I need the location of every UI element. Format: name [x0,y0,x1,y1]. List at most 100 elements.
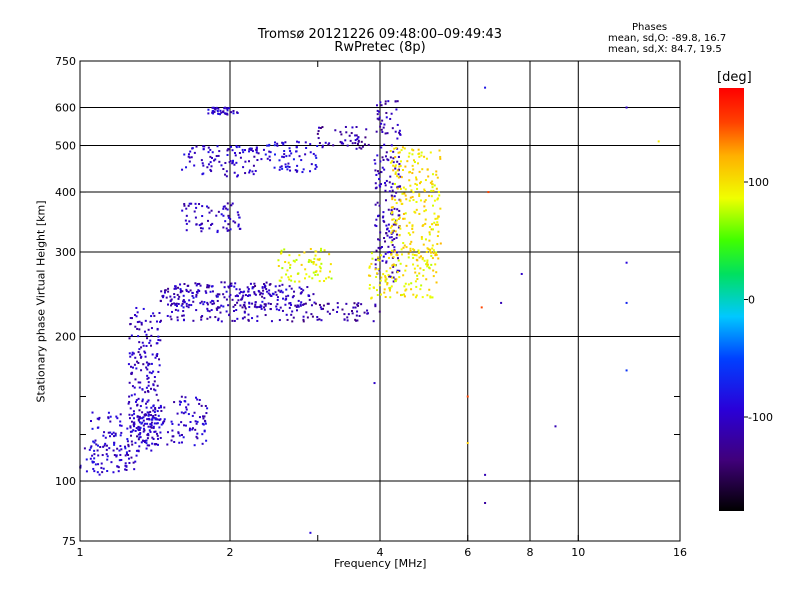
data-point [223,107,226,110]
data-point [419,267,422,270]
data-point [370,297,373,300]
data-point [391,239,394,242]
data-point [401,202,404,205]
data-point [284,303,287,306]
data-point [219,109,222,112]
data-point [165,296,168,299]
data-point [177,309,180,312]
data-point [226,153,229,156]
data-point [286,269,289,272]
data-point [204,422,207,425]
data-point [340,133,343,136]
data-point [411,224,414,227]
data-point [146,422,149,425]
data-point [336,302,339,305]
data-point [389,275,392,278]
data-point [198,203,201,206]
data-point [97,426,100,429]
data-point [133,468,136,471]
data-point [134,460,137,463]
data-point [206,303,209,306]
data-point [187,204,190,207]
data-point [356,319,359,322]
data-point [263,283,266,286]
data-point [177,297,180,300]
phases-heading: Phases [632,22,668,33]
data-point [266,157,269,160]
data-point [231,202,234,205]
data-point [171,422,174,425]
data-point [405,264,408,267]
data-point [131,366,134,369]
data-point [376,201,379,204]
data-point [152,415,155,418]
data-point [209,316,212,319]
data-point [88,448,91,451]
data-point [132,461,135,464]
data-point [316,258,319,261]
data-point [375,249,378,252]
data-point [91,460,94,463]
data-point [137,397,140,400]
data-point [412,191,415,194]
data-point [237,299,240,302]
data-point [318,142,321,145]
data-point [127,445,130,448]
data-point [403,293,406,296]
data-point [226,107,229,110]
data-point [269,294,272,297]
data-point [268,289,271,292]
data-point [247,294,250,297]
data-point [384,274,387,277]
data-point [148,418,151,421]
data-point [184,396,187,399]
data-point [426,294,429,297]
data-point [141,417,144,420]
data-point [191,414,194,417]
data-point [150,421,153,424]
data-point [378,204,381,207]
data-point [246,286,249,289]
data-point [147,414,150,417]
data-point [400,248,403,251]
data-point [281,291,284,294]
data-point [409,242,412,245]
data-point [145,361,148,364]
data-point [239,304,242,307]
data-point [264,153,267,156]
data-point [226,113,229,116]
data-point [150,449,153,452]
data-point [144,391,147,394]
data-point [305,273,308,276]
data-point [385,261,388,264]
data-point [220,320,223,323]
data-point [198,282,201,285]
data-point [154,408,157,411]
data-point [657,140,660,143]
data-point [411,172,414,175]
data-point [422,274,425,277]
data-point [220,164,223,167]
data-point [206,307,209,310]
data-point [152,312,155,315]
data-point [327,143,330,146]
data-point [387,223,390,226]
data-point [105,453,108,456]
data-point [163,291,166,294]
data-point [160,290,163,293]
data-point [195,284,198,287]
data-point [188,429,191,432]
data-point [484,501,487,504]
data-point [321,144,324,147]
data-point [385,260,388,263]
data-point [357,139,360,142]
data-point [209,148,212,151]
data-point [214,158,217,161]
data-point [418,272,421,275]
data-point [104,442,107,445]
data-point [243,301,246,304]
data-point [352,306,355,309]
data-point [396,233,399,236]
data-point [403,295,406,298]
